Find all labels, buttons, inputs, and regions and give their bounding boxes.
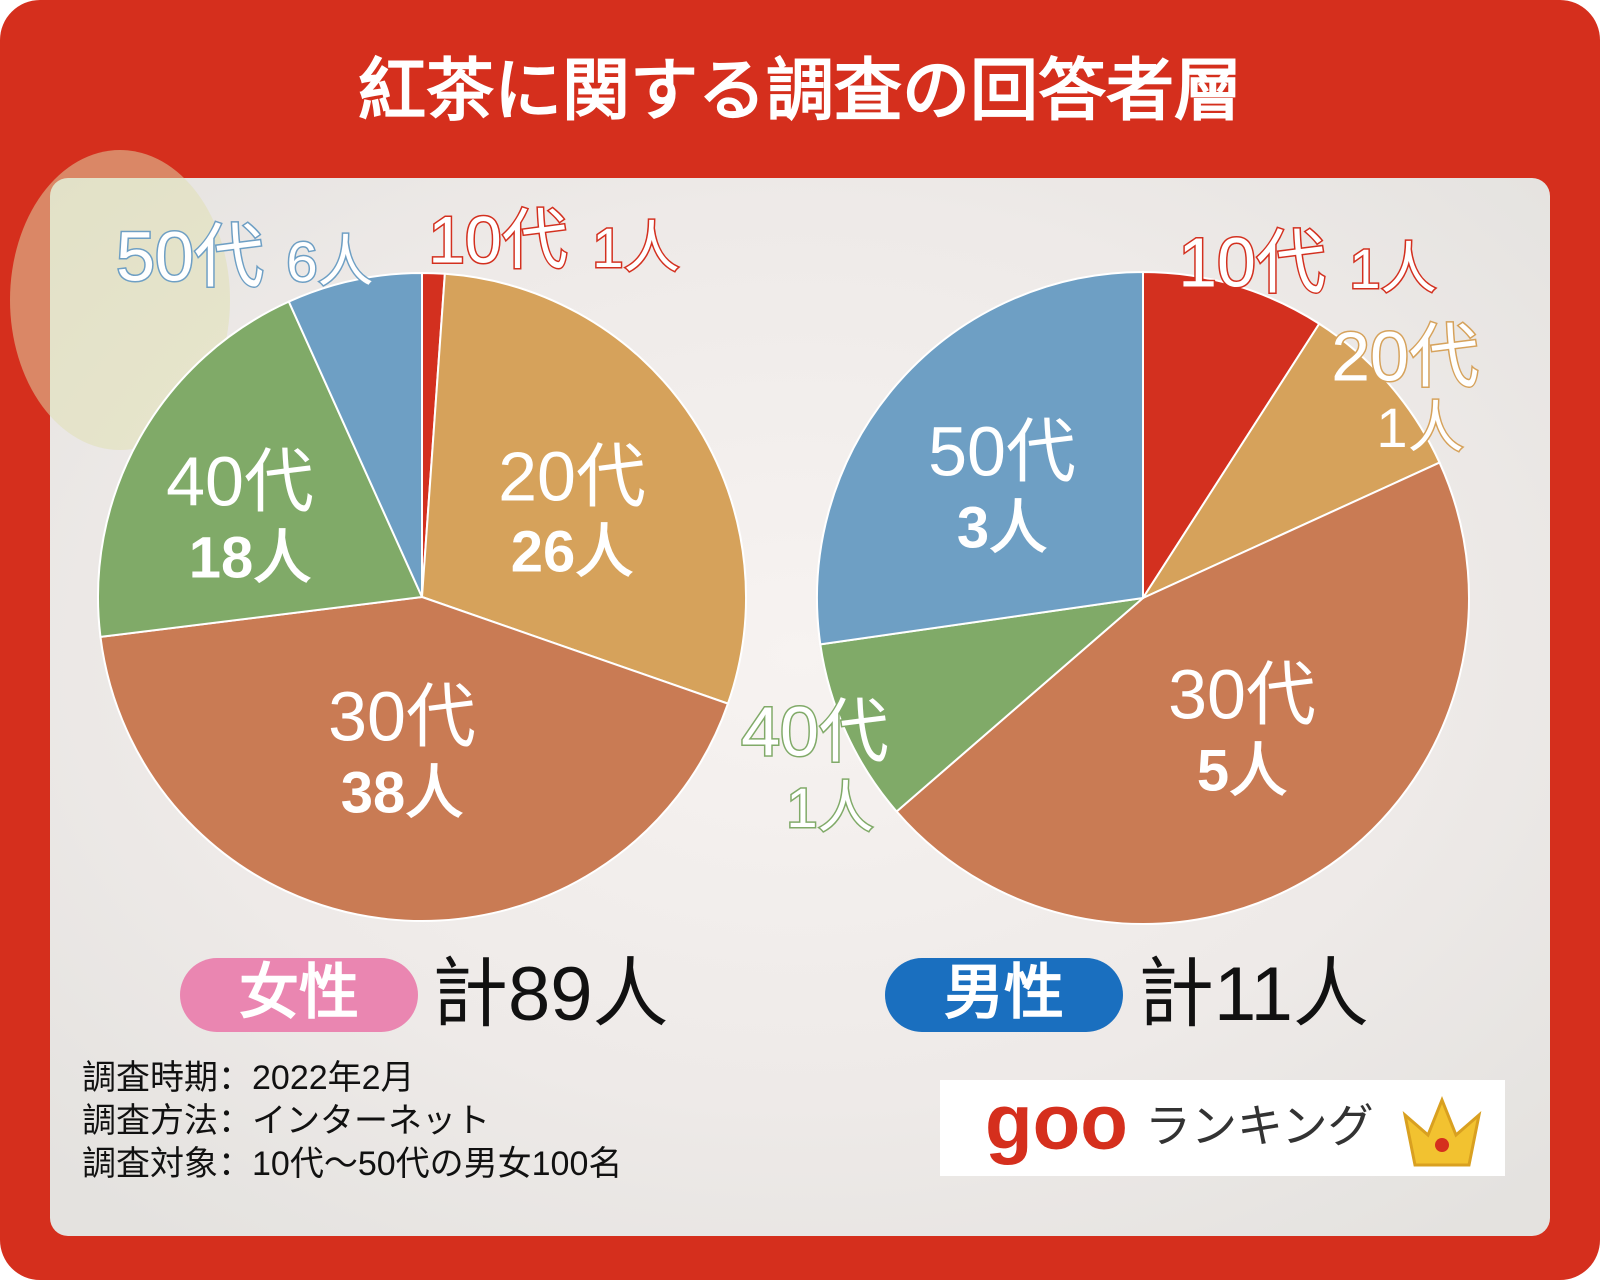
slice-value-label: 3人 (957, 495, 1047, 560)
badge-label: 女性 (239, 959, 359, 1026)
logo: goo ランキング (940, 1078, 1505, 1176)
slice-value-label: 1人 (1349, 237, 1436, 300)
slice-category-label: 40代 (741, 692, 889, 770)
note: 調査時期：2022年2月 (82, 1059, 415, 1097)
slice-value-label: 38人 (341, 760, 464, 825)
slice-category-label: 10代 (1178, 223, 1326, 301)
crown-gem (1435, 1138, 1449, 1152)
page-title: 紅茶に関する調査の回答者層 (358, 53, 1242, 129)
slice-category-label: 40代 (166, 442, 314, 520)
pie-slice (819, 596, 1147, 813)
pie-slice (97, 300, 424, 639)
note: 調査方法：インターネット (82, 1102, 490, 1140)
slice-value-label: 6人 (286, 230, 373, 293)
slice-value-label: 26人 (511, 519, 634, 584)
slice-value-label: 18人 (189, 525, 312, 590)
notes: 調査時期：2022年2月調査方法：インターネット調査対象：10代～50代の男女1… (82, 1059, 622, 1183)
slice-value-label: 1人 (786, 776, 873, 839)
slice-category-label: 50代 (116, 217, 264, 295)
slice-category-label: 30代 (1168, 655, 1316, 733)
pie-slice (420, 272, 747, 705)
note: 調査対象：10代～50代の男女100名 (82, 1145, 622, 1183)
total-label: 計11人 (1138, 952, 1369, 1037)
slice-value-label: 1人 (1376, 396, 1463, 459)
slice-category-label: 10代 (428, 202, 567, 276)
badge (180, 958, 418, 1032)
pie-slice (287, 271, 423, 598)
slice-category-label: 20代 (1331, 317, 1479, 395)
badge (885, 958, 1123, 1032)
total-label: 計89人 (432, 952, 669, 1037)
slice-category-label: 50代 (928, 412, 1076, 490)
pie-slice (99, 595, 730, 922)
slice-value-label: 5人 (1197, 738, 1287, 803)
logo-brand: goo (985, 1078, 1128, 1166)
crown (1402, 1095, 1482, 1167)
slice-category-label: 20代 (498, 437, 646, 515)
pie-slice (895, 461, 1470, 925)
pie-slice (1142, 270, 1321, 602)
pie-slice (816, 270, 1144, 646)
pie-slice (1140, 322, 1441, 601)
badge-label: 男性 (944, 959, 1064, 1026)
background-leaves (10, 150, 230, 450)
logo-text: ランキング (1145, 1100, 1374, 1152)
slice-category-label: 30代 (328, 677, 476, 755)
slice-value-label: 1人 (592, 216, 679, 279)
